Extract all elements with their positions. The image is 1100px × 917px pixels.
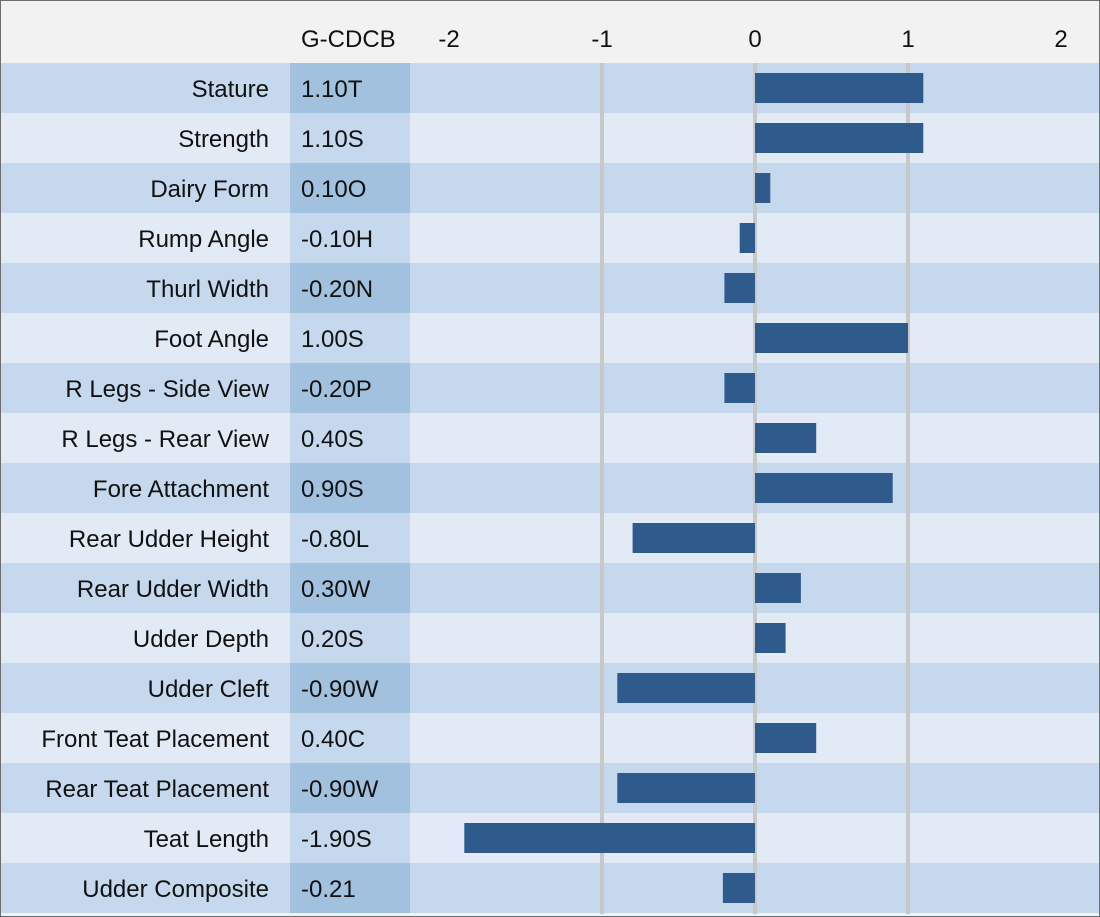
value-label: 1.10T: [301, 76, 363, 103]
value-label: 0.90S: [301, 476, 364, 503]
bar: [755, 173, 771, 203]
value-label: -0.10H: [301, 226, 373, 253]
value-cell: [290, 463, 410, 513]
row-band: [1, 63, 1099, 113]
trait-label: Foot Angle: [154, 326, 269, 353]
row-band: [1, 613, 1099, 663]
bar: [722, 873, 755, 903]
row-band: [1, 363, 1099, 413]
bar: [617, 673, 755, 703]
value-label: 1.00S: [301, 326, 364, 353]
x-tick-label: 0: [748, 26, 761, 53]
value-label: -1.90S: [301, 826, 372, 853]
value-label: -0.90W: [301, 676, 379, 703]
bar: [617, 773, 755, 803]
value-label: 1.10S: [301, 126, 364, 153]
row-band: [1, 463, 1099, 513]
value-label: -0.20N: [301, 276, 373, 303]
row-band: [1, 263, 1099, 313]
trait-label: R Legs - Rear View: [61, 426, 269, 453]
x-tick-label: -2: [438, 26, 459, 53]
value-cell: [290, 413, 410, 463]
value-cell: [290, 563, 410, 613]
x-tick-label: 2: [1054, 26, 1067, 53]
trait-label: Stature: [192, 76, 269, 103]
trait-label: Dairy Form: [150, 176, 269, 203]
trait-label: Thurl Width: [146, 276, 269, 303]
trait-label: Udder Cleft: [148, 676, 270, 703]
value-label: -0.80L: [301, 526, 369, 553]
value-cell: [290, 513, 410, 563]
bar: [755, 323, 908, 353]
bar: [464, 823, 755, 853]
value-cell: [290, 363, 410, 413]
row-band: [1, 863, 1099, 913]
bar: [755, 723, 817, 753]
value-cell: [290, 663, 410, 713]
value-label: -0.90W: [301, 776, 379, 803]
row-band: [1, 763, 1099, 813]
trait-label: Udder Composite: [82, 876, 269, 903]
bar: [739, 223, 755, 253]
row-band: [1, 563, 1099, 613]
value-cell: [290, 613, 410, 663]
value-label: 0.40S: [301, 426, 364, 453]
bar: [755, 73, 924, 103]
value-cell: [290, 863, 410, 913]
value-label: -0.21: [301, 876, 356, 903]
trait-label: Rear Udder Height: [69, 526, 269, 553]
trait-label: Udder Depth: [133, 626, 269, 653]
row-band: [1, 513, 1099, 563]
value-cell: [290, 313, 410, 363]
row-band: [1, 313, 1099, 363]
bar: [755, 573, 801, 603]
bar: [724, 373, 755, 403]
bar: [755, 123, 924, 153]
row-band: [1, 213, 1099, 263]
trait-label: Rump Angle: [138, 226, 269, 253]
trait-label: Front Teat Placement: [41, 726, 269, 753]
value-cell: [290, 213, 410, 263]
trait-label: R Legs - Side View: [65, 376, 269, 403]
bar: [755, 423, 817, 453]
x-tick-label: 1: [901, 26, 914, 53]
bar: [755, 623, 786, 653]
value-cell: [290, 63, 410, 113]
value-label: 0.10O: [301, 176, 366, 203]
row-band: [1, 163, 1099, 213]
value-label: -0.20P: [301, 376, 372, 403]
value-cell: [290, 763, 410, 813]
bars: [464, 73, 924, 903]
value-cell: [290, 113, 410, 163]
trait-label: Strength: [178, 126, 269, 153]
value-cell: [290, 263, 410, 313]
row-band: [1, 113, 1099, 163]
trait-label: Rear Udder Width: [77, 576, 269, 603]
x-tick-label: -1: [591, 26, 612, 53]
value-cell: [290, 813, 410, 863]
labels: G-CDCB -2 -1 0 1 2 Stature 1.10T Strength 1.10S D…: [41, 26, 1067, 903]
trait-label: Teat Length: [144, 826, 269, 853]
row-band: [1, 713, 1099, 763]
bar: [724, 273, 755, 303]
trait-label: Rear Teat Placement: [45, 776, 269, 803]
bar: [632, 523, 755, 553]
value-label: 0.40C: [301, 726, 365, 753]
value-cell: [290, 163, 410, 213]
bar: [755, 473, 893, 503]
trait-label: Fore Attachment: [93, 476, 269, 503]
value-column-header: G-CDCB: [301, 26, 396, 53]
row-band: [1, 413, 1099, 463]
row-band: [1, 663, 1099, 713]
value-cell: [290, 713, 410, 763]
value-label: 0.20S: [301, 626, 364, 653]
value-label: 0.30W: [301, 576, 371, 603]
header-band: [1, 1, 1099, 63]
